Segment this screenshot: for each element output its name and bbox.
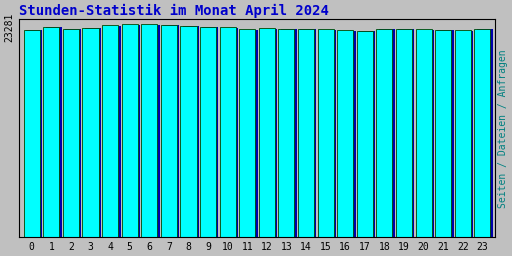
Bar bbox=[65, 29, 81, 237]
Bar bbox=[161, 25, 177, 237]
Bar bbox=[477, 29, 493, 237]
Bar bbox=[200, 27, 216, 237]
Bar bbox=[339, 30, 355, 237]
Bar bbox=[379, 29, 395, 237]
Bar bbox=[82, 28, 99, 237]
Bar bbox=[202, 27, 219, 237]
Bar bbox=[396, 29, 412, 237]
Bar bbox=[124, 25, 140, 237]
Y-axis label: Seiten / Dateien / Anfragen: Seiten / Dateien / Anfragen bbox=[498, 49, 508, 208]
Text: Stunden-Statistik im Monat April 2024: Stunden-Statistik im Monat April 2024 bbox=[19, 4, 329, 18]
Bar bbox=[24, 30, 40, 237]
Bar bbox=[317, 29, 334, 237]
Bar bbox=[242, 30, 258, 237]
Bar bbox=[46, 27, 62, 237]
Bar bbox=[455, 30, 471, 237]
Bar bbox=[418, 29, 434, 237]
Bar bbox=[261, 29, 277, 237]
Bar bbox=[85, 28, 101, 237]
Bar bbox=[102, 25, 118, 237]
Bar bbox=[398, 29, 414, 237]
Bar bbox=[301, 29, 316, 237]
Bar bbox=[437, 30, 454, 237]
Bar bbox=[376, 29, 392, 237]
Bar bbox=[163, 25, 179, 237]
Bar bbox=[26, 30, 42, 237]
Bar bbox=[357, 31, 373, 237]
Bar bbox=[337, 30, 353, 237]
Bar bbox=[183, 26, 199, 237]
Bar bbox=[298, 29, 314, 237]
Bar bbox=[239, 29, 255, 237]
Bar bbox=[416, 29, 432, 237]
Bar bbox=[359, 31, 375, 237]
Bar bbox=[122, 24, 138, 237]
Bar bbox=[457, 31, 473, 237]
Bar bbox=[281, 29, 297, 237]
Bar bbox=[220, 27, 236, 237]
Bar bbox=[104, 26, 120, 237]
Bar bbox=[435, 30, 451, 237]
Bar bbox=[44, 27, 59, 237]
Bar bbox=[141, 24, 157, 237]
Bar bbox=[474, 29, 490, 237]
Bar bbox=[259, 28, 275, 237]
Bar bbox=[180, 26, 197, 237]
Bar bbox=[63, 29, 79, 237]
Bar bbox=[320, 30, 336, 237]
Bar bbox=[279, 29, 294, 237]
Bar bbox=[144, 25, 160, 237]
Bar bbox=[222, 28, 238, 237]
